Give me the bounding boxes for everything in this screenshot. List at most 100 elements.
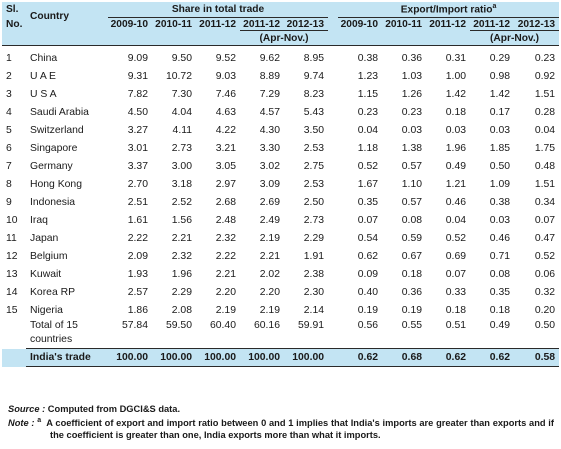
ratio-cell: 0.48 <box>534 161 556 172</box>
share-cell: 3.09 <box>259 179 280 190</box>
total-ratio-cell: 0.51 <box>445 319 467 331</box>
share-cell: 3.27 <box>127 125 148 136</box>
total-label-line2: countries <box>30 333 73 345</box>
india-ratio-cell: 0.68 <box>382 348 427 367</box>
share-cell: 8.95 <box>303 53 325 64</box>
ratio-cell: 0.31 <box>445 53 467 64</box>
ratio-cell: 0.18 <box>445 305 467 316</box>
share-cell: 1.61 <box>127 215 148 226</box>
ratio-cell: 1.15 <box>357 89 379 100</box>
empty-cell <box>108 334 152 347</box>
share-cell: 3.05 <box>215 161 236 172</box>
share-cell: 10.72 <box>165 71 192 82</box>
india-ratio-cell: 0.62 <box>338 348 383 367</box>
share-year-header: 2011-12 <box>240 17 284 31</box>
share-cell: 2.02 <box>259 269 280 280</box>
sl-no-cell <box>2 334 26 347</box>
gap-cell <box>328 320 338 334</box>
table-row: 12 Belgium 2.09 2.32 2.22 2.21 1.91 0.62 0.67 0.6… <box>2 248 559 266</box>
empty-cell <box>382 334 426 347</box>
share-cell: 3.50 <box>303 125 325 136</box>
ratio-cell: 1.09 <box>489 179 511 190</box>
ratio-cell: 0.67 <box>401 251 423 262</box>
trade-table: Sl. Country Share in total trade Export/… <box>2 2 560 367</box>
sl-no-cell: 6 <box>6 143 12 154</box>
country-cell: Switzerland <box>30 125 84 136</box>
share-cell: 3.18 <box>171 179 192 190</box>
gap-cell <box>328 194 338 212</box>
ratio-cell: 0.57 <box>401 197 423 208</box>
share-cell: 2.22 <box>127 233 148 244</box>
share-cell: 9.74 <box>303 71 325 82</box>
total-ratio-cell: 0.56 <box>357 319 379 331</box>
sl-no-cell: 2 <box>6 71 12 82</box>
share-cell: 9.31 <box>127 71 148 82</box>
ratio-cell: 0.28 <box>534 107 556 118</box>
share-cell: 2.49 <box>259 215 280 226</box>
share-cell: 7.29 <box>259 89 280 100</box>
country-cell: Saudi Arabia <box>30 107 89 118</box>
share-cell: 2.73 <box>171 143 192 154</box>
sl-no-cell: 12 <box>6 251 18 262</box>
share-cell: 3.02 <box>259 161 280 172</box>
table-row: 8 Hong Kong 2.70 3.18 2.97 3.09 2.53 1.67 1.10 1.… <box>2 176 559 194</box>
share-cell: 5.43 <box>303 107 325 118</box>
gap-cell <box>328 230 338 248</box>
share-cell: 2.29 <box>303 233 325 244</box>
share-cell: 2.70 <box>127 179 148 190</box>
ratio-cell: 0.03 <box>445 125 467 136</box>
share-cell: 2.20 <box>215 287 236 298</box>
ratio-cell: 0.32 <box>534 287 556 298</box>
india-share-cell: 100.00 <box>108 348 152 367</box>
ratio-year-header: 2012-13 <box>514 17 560 31</box>
share-cell: 1.91 <box>303 251 325 262</box>
ratio-cell: 0.04 <box>534 125 556 136</box>
share-cell: 4.63 <box>215 107 236 118</box>
ratio-cell: 0.18 <box>489 305 511 316</box>
country-cell: Korea RP <box>30 287 76 298</box>
share-cell: 2.19 <box>259 305 280 316</box>
share-cell: 2.19 <box>259 233 280 244</box>
sl-no-cell: 13 <box>6 269 18 280</box>
ratio-year-header: 2011-12 <box>429 18 467 30</box>
country-cell: Kuwait <box>30 269 62 280</box>
table-row: 3 U S A 7.82 7.30 7.46 7.29 8.23 1.15 1.26 1.42 1.… <box>2 86 559 104</box>
country-header: Country <box>30 10 70 22</box>
sl-header: Sl. <box>6 4 19 16</box>
ratio-cell: 0.07 <box>534 215 556 226</box>
table-row: 5 Switzerland 3.27 4.11 4.22 4.30 3.50 0.04 0.03… <box>2 122 559 140</box>
india-share-cell: 100.00 <box>240 348 284 367</box>
share-cell: 1.86 <box>127 305 148 316</box>
sl-no-cell: 7 <box>6 161 12 172</box>
total-ratio-cell: 0.50 <box>534 319 556 331</box>
share-cell: 3.00 <box>171 161 192 172</box>
ratio-cell: 0.38 <box>489 197 511 208</box>
ratio-cell: 0.35 <box>357 197 379 208</box>
india-share-cell: 100.00 <box>152 348 196 367</box>
share-year-header: 2012-13 <box>284 17 329 31</box>
india-label: India's trade <box>26 348 108 367</box>
ratio-cell: 1.42 <box>489 89 511 100</box>
total-row: Total of 15 57.84 59.50 60.40 60.16 59.91 0.56… <box>2 320 559 334</box>
table-notes: Source : Computed from DGCI&S data. Note… <box>8 403 554 441</box>
ratio-cell: 0.07 <box>357 215 379 226</box>
ratio-group-header: Export/Import ratioa <box>338 2 560 18</box>
share-year-header: 2010-11 <box>155 18 192 30</box>
total-ratio-cell: 0.49 <box>489 319 511 331</box>
empty-cell <box>426 334 470 347</box>
share-cell: 2.75 <box>303 161 325 172</box>
ratio-period-label: (Apr-Nov.) <box>470 30 560 46</box>
ratio-cell: 0.23 <box>357 107 379 118</box>
ratio-cell: 1.96 <box>445 143 467 154</box>
india-ratio-cell: 0.58 <box>514 348 560 367</box>
sl-no-cell: 10 <box>6 215 18 226</box>
share-cell: 2.53 <box>303 179 325 190</box>
table-row: 10 Iraq 1.61 1.56 2.48 2.49 2.73 0.07 0.08 0.04 0.… <box>2 212 559 230</box>
sl-no-cell: 8 <box>6 179 12 190</box>
share-cell: 2.09 <box>127 251 148 262</box>
country-cell: China <box>30 53 58 64</box>
ratio-cell: 0.04 <box>357 125 379 136</box>
share-cell: 2.19 <box>215 305 236 316</box>
sl-no-cell: 11 <box>6 233 17 244</box>
share-cell: 2.14 <box>303 305 325 316</box>
